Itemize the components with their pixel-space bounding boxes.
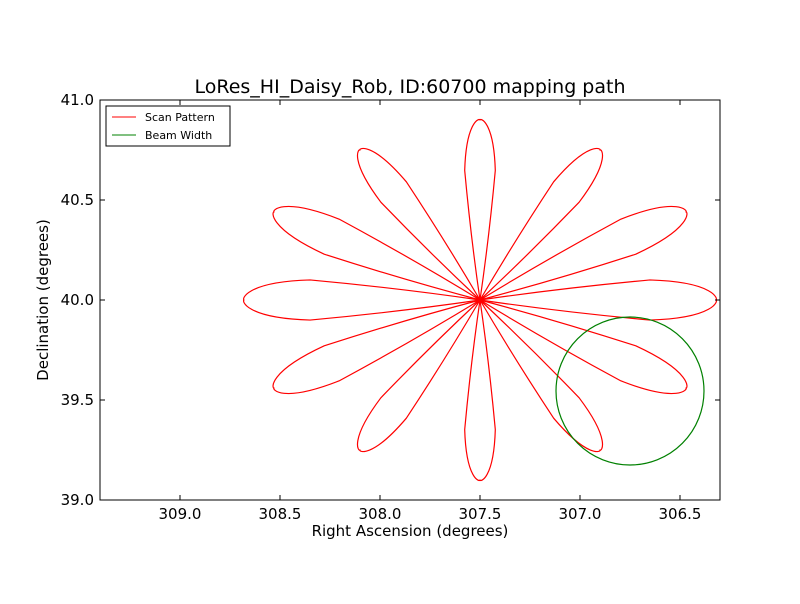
scan-pattern-series xyxy=(242,118,718,482)
scan-pattern-petal xyxy=(242,279,481,321)
x-tick-label: 308.0 xyxy=(359,505,402,523)
x-tick-label: 308.5 xyxy=(259,505,302,523)
y-axis-label: Declination (degrees) xyxy=(34,219,52,381)
y-tick-label: 39.5 xyxy=(61,391,94,409)
legend-label-scan-pattern: Scan Pattern xyxy=(145,111,215,124)
legend-box xyxy=(105,105,231,147)
plot-area-frame xyxy=(99,99,721,501)
scan-pattern-petal xyxy=(356,147,481,301)
beam-width-circle xyxy=(555,316,705,466)
scan-pattern-petal xyxy=(464,299,496,482)
plot-marks xyxy=(242,118,718,482)
chart-title: LoRes_HI_Daisy_Rob, ID:60700 mapping pat… xyxy=(194,76,625,98)
scan-pattern-petal xyxy=(479,299,688,395)
scan-pattern-petal xyxy=(356,299,481,453)
x-tick-label: 307.0 xyxy=(559,505,602,523)
scan-pattern-petal xyxy=(479,279,718,321)
scan-pattern-petal xyxy=(479,299,604,453)
legend-label-beam-width: Beam Width xyxy=(145,129,212,142)
scan-pattern-petal xyxy=(479,205,688,301)
x-tick-label: 309.0 xyxy=(159,505,202,523)
y-tick-label: 41.0 xyxy=(61,91,94,109)
y-tick-label: 40.0 xyxy=(61,291,94,309)
legend: Scan Pattern Beam Width xyxy=(105,105,231,147)
scan-pattern-petal xyxy=(272,205,481,301)
scan-pattern-petal xyxy=(464,118,496,301)
x-axis-label: Right Ascension (degrees) xyxy=(312,522,509,540)
plot-clipped-group xyxy=(242,118,718,482)
x-tick-label: 307.5 xyxy=(459,505,502,523)
scan-pattern-petal xyxy=(272,299,481,395)
y-tick-label: 39.0 xyxy=(61,491,94,509)
scan-pattern-petal xyxy=(479,147,604,301)
x-tick-label: 306.5 xyxy=(659,505,702,523)
y-tick-label: 40.5 xyxy=(61,191,94,209)
x-axis-ticks: 309.0 308.5 308.0 307.5 307.0 306.5 xyxy=(159,100,702,523)
y-axis-ticks: 39.0 39.5 40.0 40.5 41.0 xyxy=(61,91,720,509)
